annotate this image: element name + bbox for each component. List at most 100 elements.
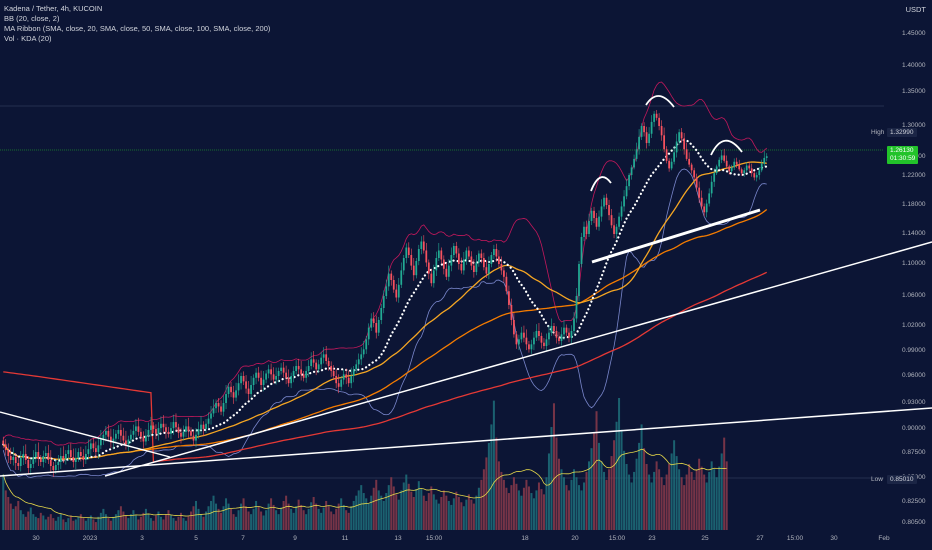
volume-bar: [615, 421, 618, 530]
volume-bar: [407, 483, 410, 530]
volume-bar: [292, 512, 295, 530]
candle-body: [490, 255, 493, 264]
candle-body: [205, 423, 207, 429]
time-tick-label: 27: [756, 535, 764, 542]
volume-bar: [678, 469, 681, 530]
candle-body: [42, 456, 45, 462]
candle-body: [765, 156, 768, 158]
volume-bar: [555, 437, 558, 530]
bar-countdown: 01:30:59: [890, 155, 916, 162]
volume-bar: [44, 519, 47, 530]
volume-bar: [620, 429, 623, 530]
candle-body: [530, 344, 533, 350]
candle-body: [723, 155, 726, 161]
volume-bar: [310, 502, 313, 530]
volume-bar: [124, 515, 127, 530]
symbol-title[interactable]: Kadena / Tether, 4h, KUCOIN: [4, 4, 103, 13]
volume-bar: [27, 511, 30, 530]
volume-bar: [7, 497, 10, 530]
volume-bar: [320, 512, 323, 530]
head-arc: [645, 95, 675, 108]
volume-bar: [547, 453, 550, 530]
volume-bar: [633, 471, 636, 530]
time-tick-label: 18: [521, 535, 529, 542]
candle-body: [252, 377, 255, 385]
volume-bar: [525, 479, 528, 530]
candle-body: [400, 270, 403, 285]
volume-bar: [282, 500, 285, 530]
candle-body: [703, 206, 706, 213]
volume-bar: [550, 427, 553, 530]
candle-body: [498, 256, 500, 264]
candle-body: [685, 149, 688, 159]
candle-body: [623, 196, 625, 207]
candle-body: [69, 450, 72, 457]
candle-body: [315, 362, 318, 370]
volume-bar: [285, 495, 288, 530]
time-tick-label: 15:00: [425, 535, 443, 542]
volume-bar: [665, 474, 668, 530]
candle-body: [523, 332, 525, 338]
bb-indicator-label[interactable]: BB (20, close, 2): [4, 14, 60, 23]
volume-indicator-label[interactable]: Vol · KDA (20): [4, 34, 52, 43]
volume-bar: [347, 512, 350, 530]
candle-body: [578, 264, 580, 296]
volume-bar: [267, 503, 270, 530]
candle-body: [260, 377, 262, 385]
candle-body: [585, 226, 588, 234]
candle-body: [355, 364, 358, 370]
currency-unit: USDT: [905, 5, 926, 14]
volume-bar: [215, 503, 218, 530]
volume-bar: [630, 482, 633, 530]
volume-bar: [397, 499, 400, 530]
candle-body: [127, 439, 130, 445]
volume-bar: [718, 466, 721, 530]
candle-body: [503, 270, 505, 277]
candle-body: [565, 327, 568, 333]
candle-body: [673, 152, 676, 162]
volume-bar: [37, 518, 40, 530]
volume-bar: [372, 487, 375, 530]
volume-bar: [693, 479, 696, 530]
candle-body: [145, 435, 147, 442]
volume-bar: [62, 519, 65, 530]
candle-body: [317, 364, 320, 370]
candle-body: [670, 161, 673, 169]
volume-bar: [74, 519, 77, 530]
candle-body: [510, 305, 513, 320]
volume-bar: [405, 474, 408, 530]
candle-body: [44, 453, 47, 456]
candle-body: [59, 456, 62, 462]
candle-body: [180, 432, 182, 437]
volume-bar: [390, 477, 393, 530]
volume-bar: [172, 518, 175, 530]
volume-bar: [402, 482, 405, 530]
candle-body: [27, 460, 30, 468]
candle-body: [472, 265, 475, 272]
volume-bar: [502, 479, 505, 530]
volume-bar: [715, 477, 718, 530]
price-tick-label: 0.80500: [902, 519, 926, 526]
volume-bar: [12, 508, 15, 530]
candle-body: [635, 149, 638, 159]
candle-body: [67, 450, 70, 454]
volume-bar: [147, 514, 150, 530]
volume-bar: [102, 508, 105, 530]
volume-bar: [467, 494, 470, 530]
candle-body: [570, 331, 573, 338]
candle-body: [630, 167, 633, 176]
candle-body: [140, 431, 142, 437]
time-tick-label: 5: [194, 535, 198, 542]
candle-body: [548, 332, 550, 340]
volume-bar: [227, 503, 230, 530]
last-price-badge: 1.26130 01:30:59: [887, 146, 919, 164]
volume-bar: [202, 516, 205, 530]
time-tick-label: 20: [571, 535, 579, 542]
candle-body: [505, 276, 508, 292]
volume-bar: [447, 500, 450, 530]
candle-body: [115, 433, 117, 439]
ma-ribbon-label[interactable]: MA Ribbon (SMA, close, 20, SMA, close, 5…: [4, 24, 271, 33]
candle-body: [105, 430, 107, 435]
candle-body: [493, 249, 495, 255]
